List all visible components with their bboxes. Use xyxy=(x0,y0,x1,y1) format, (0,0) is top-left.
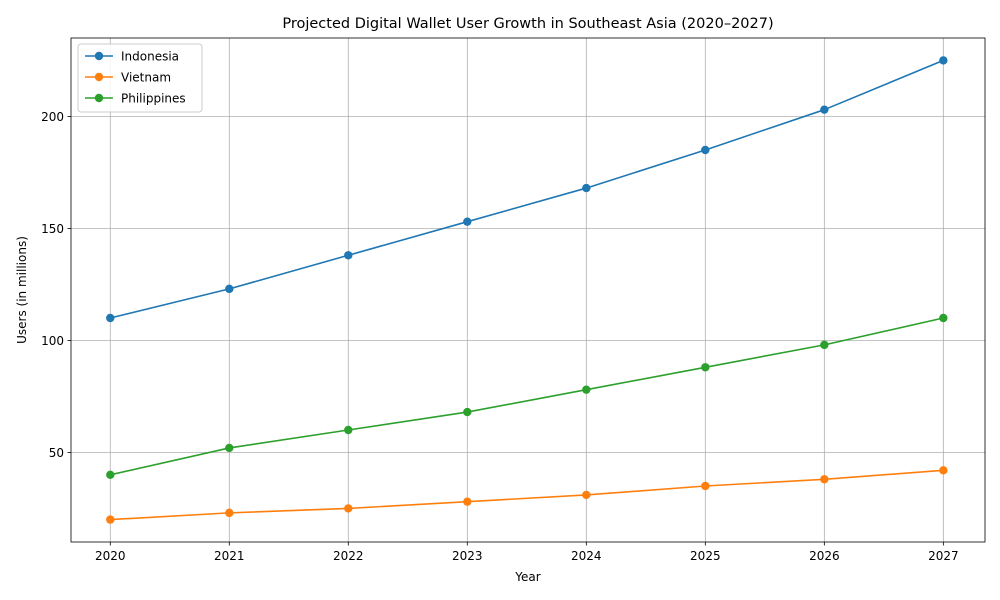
series-lines xyxy=(106,56,948,524)
series-line xyxy=(110,317,944,476)
legend-label: Indonesia xyxy=(121,50,179,64)
data-point xyxy=(701,145,710,155)
data-point xyxy=(701,481,710,491)
x-tick-label: 2021 xyxy=(214,549,245,563)
y-axis-label: Users (in millions) xyxy=(15,236,29,344)
legend-item: Vietnam xyxy=(85,71,171,85)
data-point xyxy=(225,508,234,518)
data-point xyxy=(463,217,472,226)
legend-label: Vietnam xyxy=(121,71,171,85)
plot-area-frame xyxy=(70,37,986,543)
legend-item: Philippines xyxy=(85,92,186,106)
series-line xyxy=(110,469,944,521)
data-point xyxy=(582,490,591,500)
data-point xyxy=(225,443,234,453)
legend-marker xyxy=(94,72,104,82)
data-point xyxy=(106,515,115,524)
y-tick-label: 50 xyxy=(49,446,64,460)
data-point xyxy=(582,385,591,394)
data-point xyxy=(820,475,829,484)
legend-item: Indonesia xyxy=(85,50,179,64)
legend-marker xyxy=(94,93,104,103)
axis-ticks: 2020 2021 2022 2023 2024 2025 2026 2027 50 100 150… xyxy=(41,110,959,563)
chart-title: Projected Digital Wallet User Growth in … xyxy=(282,16,773,32)
data-point xyxy=(820,105,829,114)
legend-marker xyxy=(94,51,104,61)
y-tick-label: 100 xyxy=(41,334,64,348)
x-tick-label: 2022 xyxy=(333,549,364,563)
data-point xyxy=(939,466,948,475)
x-tick-label: 2027 xyxy=(928,549,959,563)
data-point xyxy=(582,183,591,193)
x-tick-label: 2024 xyxy=(571,549,602,563)
data-point xyxy=(225,284,234,294)
series-vietnam xyxy=(106,466,948,524)
data-point xyxy=(344,425,353,435)
data-point xyxy=(463,497,472,506)
data-point xyxy=(701,363,710,372)
x-tick-label: 2025 xyxy=(690,549,721,563)
legend: Indonesia Vietnam Philippines xyxy=(77,43,203,113)
legend-box xyxy=(77,43,203,113)
data-point xyxy=(939,56,948,65)
data-point xyxy=(820,340,829,350)
data-point xyxy=(344,504,353,513)
x-tick-label: 2026 xyxy=(809,549,840,563)
data-point xyxy=(939,313,948,323)
x-tick-label: 2020 xyxy=(95,549,126,563)
y-tick-label: 150 xyxy=(41,222,64,236)
data-point xyxy=(344,251,353,260)
data-point xyxy=(463,407,472,417)
series-indonesia xyxy=(106,56,948,323)
x-axis-label: Year xyxy=(514,570,540,584)
legend-label: Philippines xyxy=(121,92,186,106)
series-philippines xyxy=(106,313,948,479)
x-tick-label: 2023 xyxy=(452,549,483,563)
data-point xyxy=(106,470,115,479)
data-point xyxy=(106,313,115,323)
y-tick-label: 200 xyxy=(41,110,64,124)
series-line xyxy=(110,59,944,319)
